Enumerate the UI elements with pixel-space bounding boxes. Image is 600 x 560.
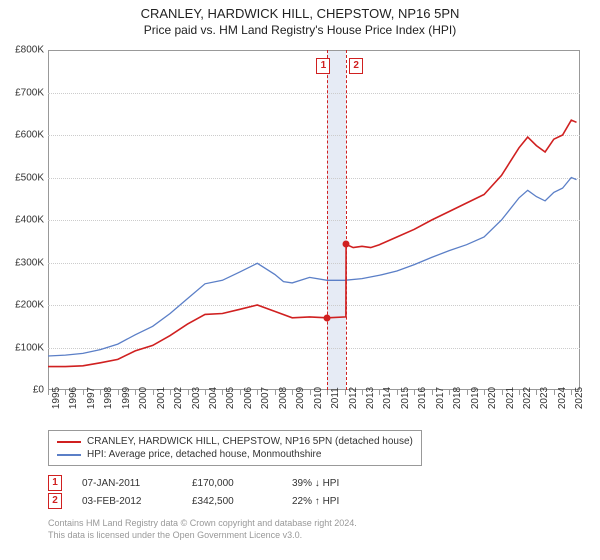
y-tick-label: £100K [0,342,44,353]
x-tick-label: 2019 [470,387,481,409]
legend-label-property: CRANLEY, HARDWICK HILL, CHEPSTOW, NP16 5… [87,436,413,447]
x-tick-label: 2015 [400,387,411,409]
sale-price-2: £342,500 [192,496,292,507]
sale-pct-1: 39% ↓ HPI [292,478,412,489]
legend-box: CRANLEY, HARDWICK HILL, CHEPSTOW, NP16 5… [48,430,422,466]
x-tick-label: 1996 [68,387,79,409]
x-tick-label: 2018 [452,387,463,409]
x-tick [65,390,66,395]
x-tick-label: 2008 [278,387,289,409]
x-tick-label: 2007 [260,387,271,409]
x-tick [571,390,572,395]
x-tick [275,390,276,395]
x-tick-label: 2020 [487,387,498,409]
x-tick-label: 2017 [435,387,446,409]
x-tick [240,390,241,395]
x-tick-label: 2014 [382,387,393,409]
x-tick [345,390,346,395]
y-tick-label: £300K [0,257,44,268]
x-tick-label: 2001 [156,387,167,409]
x-tick [362,390,363,395]
x-tick [414,390,415,395]
x-tick [449,390,450,395]
x-tick [257,390,258,395]
y-tick-label: £0 [0,385,44,396]
x-tick-label: 2022 [522,387,533,409]
x-tick [205,390,206,395]
footer-line2: This data is licensed under the Open Gov… [48,530,357,542]
x-tick-label: 2023 [539,387,550,409]
legend-item-hpi: HPI: Average price, detached house, Monm… [57,448,413,461]
x-tick-label: 2021 [505,387,516,409]
chart-container: CRANLEY, HARDWICK HILL, CHEPSTOW, NP16 5… [0,0,600,560]
y-tick-label: £500K [0,172,44,183]
x-tick-label: 2024 [557,387,568,409]
y-tick-label: £600K [0,130,44,141]
sale-price-1: £170,000 [192,478,292,489]
x-tick [536,390,537,395]
x-tick-label: 2009 [295,387,306,409]
chart-lines-svg [48,50,580,390]
sale-index-2: 2 [48,493,62,509]
y-tick-label: £400K [0,215,44,226]
x-tick [519,390,520,395]
footer-attribution: Contains HM Land Registry data © Crown c… [48,518,357,541]
sales-row-2: 2 03-FEB-2012 £342,500 22% ↑ HPI [48,492,412,510]
x-tick [135,390,136,395]
sales-row-1: 1 07-JAN-2011 £170,000 39% ↓ HPI [48,474,412,492]
y-tick-label: £200K [0,300,44,311]
x-tick [170,390,171,395]
x-tick-label: 1997 [86,387,97,409]
footer-line1: Contains HM Land Registry data © Crown c… [48,518,357,530]
x-tick-label: 1998 [103,387,114,409]
chart-plot-area: 12 [48,50,580,390]
chart-subtitle: Price paid vs. HM Land Registry's House … [0,21,600,37]
x-tick [188,390,189,395]
x-tick [222,390,223,395]
x-tick [83,390,84,395]
x-tick [554,390,555,395]
x-tick-label: 2006 [243,387,254,409]
y-tick-label: £700K [0,87,44,98]
legend-swatch-property [57,441,81,443]
x-tick-label: 2000 [138,387,149,409]
x-tick [118,390,119,395]
x-tick-label: 2012 [348,387,359,409]
x-tick-label: 2013 [365,387,376,409]
x-tick [467,390,468,395]
sale-pct-2: 22% ↑ HPI [292,496,412,507]
x-tick-label: 1999 [121,387,132,409]
x-tick-label: 2025 [574,387,585,409]
legend-label-hpi: HPI: Average price, detached house, Monm… [87,449,321,460]
sale-date-1: 07-JAN-2011 [82,478,192,489]
x-tick [397,390,398,395]
x-tick [484,390,485,395]
x-tick-label: 1995 [51,387,62,409]
x-tick [310,390,311,395]
x-tick-label: 2004 [208,387,219,409]
x-tick-label: 2016 [417,387,428,409]
x-tick [379,390,380,395]
y-tick-label: £800K [0,45,44,56]
x-tick [153,390,154,395]
x-tick [432,390,433,395]
x-tick [292,390,293,395]
x-tick-label: 2010 [313,387,324,409]
x-tick-label: 2005 [225,387,236,409]
legend-item-property: CRANLEY, HARDWICK HILL, CHEPSTOW, NP16 5… [57,435,413,448]
sales-table: 1 07-JAN-2011 £170,000 39% ↓ HPI 2 03-FE… [48,474,412,510]
x-tick [48,390,49,395]
legend-swatch-hpi [57,454,81,456]
x-tick [327,390,328,395]
x-tick [100,390,101,395]
chart-title: CRANLEY, HARDWICK HILL, CHEPSTOW, NP16 5… [0,0,600,21]
sale-index-1: 1 [48,475,62,491]
series-line-property [48,120,577,367]
series-line-hpi [48,178,577,357]
x-tick-label: 2011 [330,387,341,409]
x-tick [502,390,503,395]
sale-date-2: 03-FEB-2012 [82,496,192,507]
x-tick-label: 2002 [173,387,184,409]
x-tick-label: 2003 [191,387,202,409]
